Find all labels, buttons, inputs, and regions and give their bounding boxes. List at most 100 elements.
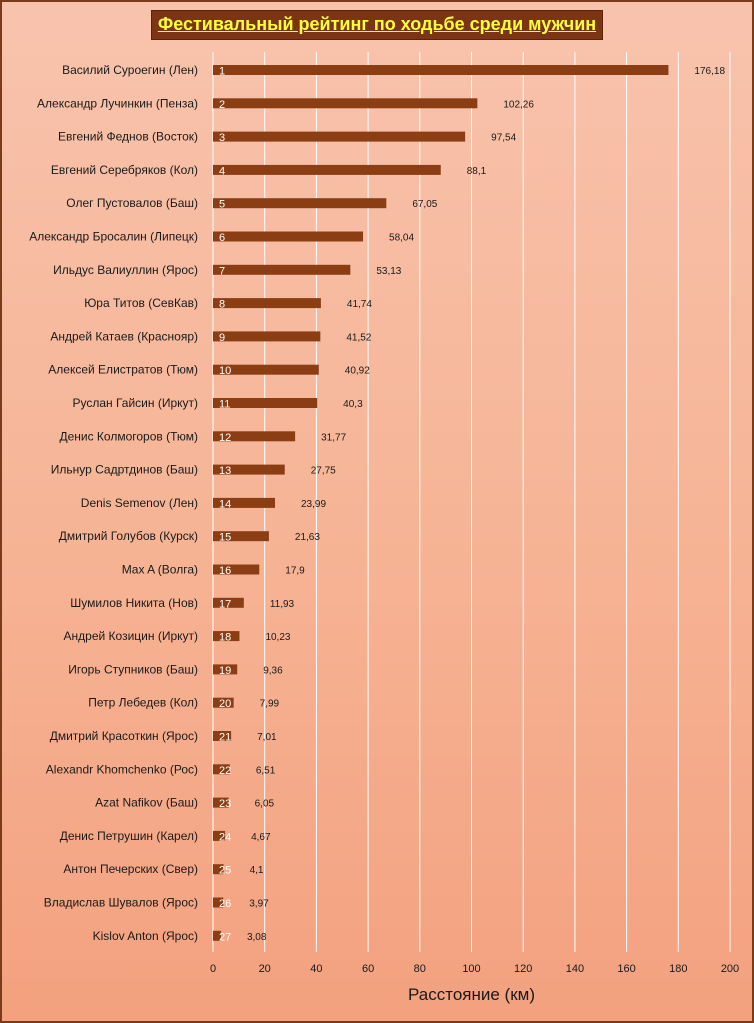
- category-label: Alexandr Khomchenko (Рос): [46, 762, 198, 776]
- bar: [213, 864, 224, 875]
- rank-label: 8: [219, 299, 225, 311]
- value-label: 3,97: [249, 899, 269, 910]
- category-label: Дмитрий Красоткин (Ярос): [50, 729, 198, 743]
- bar: [213, 331, 321, 342]
- bar: [213, 597, 244, 608]
- category-label: Denis Semenov (Лен): [81, 496, 198, 510]
- bar: [213, 764, 230, 775]
- rank-label: 27: [219, 931, 231, 943]
- value-label: 176,18: [694, 66, 725, 77]
- gridlines: [212, 52, 731, 952]
- rank-label: 14: [219, 498, 231, 510]
- value-label: 4,67: [251, 832, 271, 843]
- category-label: Azat Nafikov (Баш): [95, 796, 198, 810]
- bar: [213, 398, 318, 408]
- bars: [213, 65, 669, 941]
- rank-label: 5: [219, 199, 225, 211]
- bar: [213, 98, 478, 109]
- x-tick-label: 20: [259, 963, 271, 975]
- bar: [213, 464, 285, 475]
- rank-label: 19: [219, 665, 231, 677]
- value-label: 58,04: [389, 233, 414, 244]
- rank-label: 13: [219, 465, 231, 477]
- category-label: Евгений Серебряков (Кол): [51, 163, 198, 177]
- value-label: 10,23: [265, 632, 290, 643]
- value-label: 41,74: [347, 299, 372, 310]
- rank-label: 15: [219, 532, 231, 544]
- x-tick-label: 80: [414, 963, 426, 975]
- rank-label: 1: [219, 66, 225, 78]
- rank-label: 10: [219, 365, 231, 377]
- x-tick-label: 0: [210, 963, 216, 975]
- value-label: 7,99: [260, 699, 280, 710]
- bar: [213, 697, 234, 708]
- value-label: 17,9: [285, 566, 305, 577]
- rank-label: 20: [219, 698, 231, 710]
- category-label: Руслан Гайсин (Иркут): [72, 396, 198, 410]
- value-label: 27,75: [311, 466, 336, 477]
- value-label: 21,63: [295, 532, 320, 543]
- value-label: 67,05: [412, 199, 437, 210]
- rank-label: 17: [219, 598, 231, 610]
- category-label: Kislov Anton (Ярос): [93, 929, 198, 943]
- category-label: Петр Лебедев (Кол): [88, 696, 198, 710]
- bar: [213, 264, 351, 275]
- value-label: 97,54: [491, 133, 516, 144]
- bar: [213, 431, 296, 442]
- bar: [213, 198, 387, 209]
- bar: [213, 298, 321, 309]
- rank-label: 9: [219, 332, 225, 344]
- x-tick-label: 100: [462, 963, 480, 975]
- x-tick-label: 120: [514, 963, 532, 975]
- bar: [213, 231, 364, 242]
- x-tick-label: 60: [362, 963, 374, 975]
- category-label: Владислав Шувалов (Ярос): [44, 896, 198, 910]
- x-axis-ticks: 0 20 40 60 80 100 120 140 160 180 200: [210, 963, 739, 975]
- chart-title: Фестивальный рейтинг по ходьбе среди муж…: [150, 10, 604, 40]
- x-tick-label: 180: [669, 963, 687, 975]
- rank-label: 25: [219, 865, 231, 877]
- x-tick-label: 40: [310, 963, 322, 975]
- rank-label: 21: [219, 732, 231, 744]
- x-tick-label: 160: [617, 963, 635, 975]
- value-label: 11,93: [270, 599, 295, 610]
- rank-label: 24: [219, 831, 231, 843]
- category-label: Василий Суроегин (Лен): [62, 63, 198, 77]
- value-label: 40,92: [345, 366, 370, 377]
- bar: [213, 930, 221, 941]
- rank-label: 4: [219, 165, 225, 177]
- category-label: Александр Бросалин (Липецк): [29, 230, 198, 244]
- x-tick-label: 200: [721, 963, 739, 975]
- value-label: 102,26: [503, 99, 534, 110]
- bar: [213, 731, 232, 741]
- rank-label: 2: [219, 99, 225, 111]
- value-label: 6,51: [256, 765, 276, 776]
- category-label: Олег Пустовалов (Баш): [66, 196, 198, 210]
- value-label: 53,13: [376, 266, 401, 277]
- category-label: Денис Петрушин (Карел): [60, 829, 198, 843]
- bar: [213, 164, 441, 175]
- bar: [213, 364, 319, 375]
- rank-label: 26: [219, 898, 231, 910]
- value-label: 88,1: [467, 166, 487, 177]
- value-label: 40,3: [343, 399, 363, 410]
- rank-label: 11: [219, 399, 230, 411]
- category-label: Андрей Катаев (Краснояр): [50, 329, 198, 343]
- value-label: 7,01: [257, 732, 277, 743]
- rank-label: 12: [219, 432, 231, 444]
- category-label: Андрей Козицин (Иркут): [64, 629, 198, 643]
- value-label: 4,1: [250, 865, 264, 876]
- bar: [213, 797, 229, 808]
- category-label: Денис Колмогоров (Тюм): [59, 429, 198, 443]
- category-label: Алексей Елистратов (Тюм): [48, 363, 198, 377]
- bar: [213, 564, 260, 575]
- value-label: 31,77: [321, 432, 346, 443]
- bar: [213, 65, 669, 75]
- value-label: 3,08: [247, 932, 267, 943]
- value-label: 41,52: [346, 332, 371, 343]
- category-label: Евгений Феднов (Восток): [58, 130, 198, 144]
- rank-label: 3: [219, 132, 225, 144]
- bar: [213, 897, 224, 908]
- x-axis-title: Расстояние (км): [408, 985, 535, 1004]
